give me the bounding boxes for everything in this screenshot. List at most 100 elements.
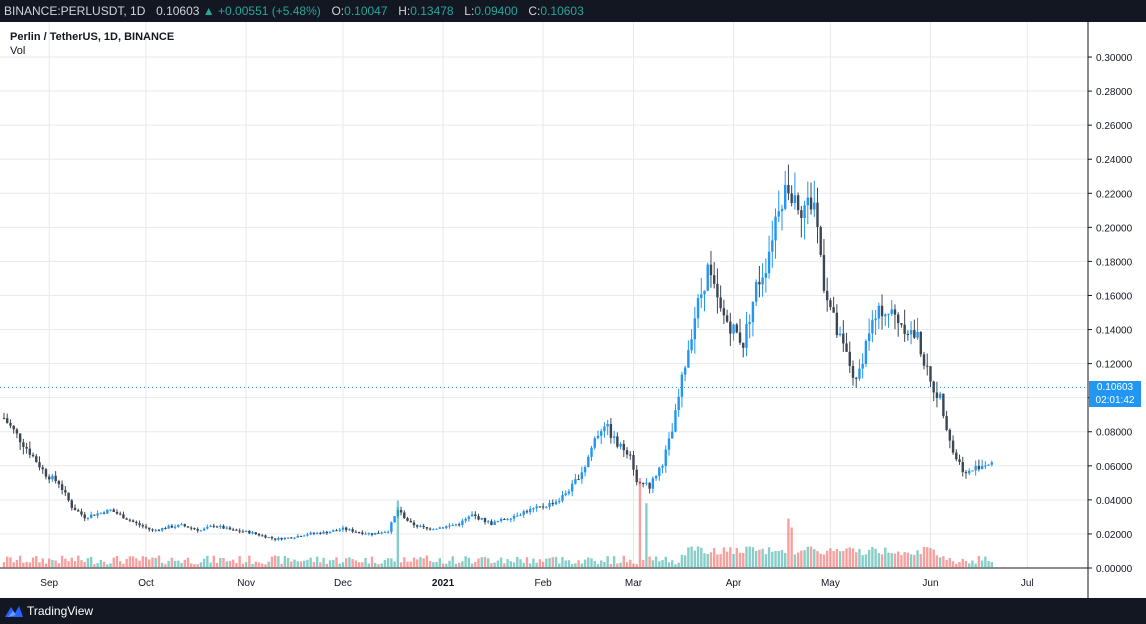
volume-bar — [974, 563, 977, 568]
price-tag-countdown: 02:01:42 — [1095, 395, 1135, 407]
volume-bar — [106, 564, 109, 568]
tradingview-brand[interactable]: TradingView — [27, 604, 94, 618]
candle-body — [454, 524, 458, 526]
candle-body — [493, 521, 496, 525]
volume-bar — [742, 552, 745, 568]
price-chart[interactable]: 0.30000 0.28000 0.26000 0.24000 0.22000 0.200… — [0, 22, 1146, 598]
candle-body — [222, 525, 225, 529]
candle-body — [903, 324, 906, 335]
candle-body — [12, 425, 15, 430]
candle-body — [848, 351, 851, 367]
volume-bar — [348, 557, 351, 568]
volume-bar — [800, 550, 803, 568]
candle-body — [122, 514, 125, 519]
volume-bar — [454, 563, 458, 568]
candle-body — [367, 533, 370, 535]
volume-bar — [961, 558, 964, 568]
candle-body — [945, 416, 948, 430]
volume-bar — [157, 555, 161, 568]
candle-body — [335, 530, 338, 532]
volume-bar — [277, 556, 280, 568]
close-value: 0.10603 — [540, 4, 584, 18]
volume-bar — [871, 547, 874, 568]
volume-bar — [416, 559, 419, 568]
candle-body — [877, 305, 881, 319]
candle-body — [938, 393, 942, 398]
price-tick-label: 0.28000 — [1096, 87, 1133, 98]
candle-body — [696, 298, 700, 319]
candle-body — [215, 526, 219, 528]
volume-bar — [67, 561, 70, 568]
candle-body — [874, 318, 877, 321]
candle-body — [677, 396, 680, 411]
candle-body — [115, 511, 119, 514]
volume-bar — [525, 557, 529, 568]
candle-body — [687, 350, 690, 368]
candle-body — [864, 340, 868, 364]
candle-body — [348, 529, 351, 531]
volume-bar — [806, 546, 810, 568]
candle-body — [44, 469, 48, 477]
volume-bar — [190, 563, 193, 568]
volume-bar — [290, 561, 293, 568]
volume-bar — [687, 547, 690, 568]
candle-body — [632, 455, 635, 470]
volume-bar — [893, 553, 897, 568]
volume-bar — [170, 557, 174, 568]
candle-body — [341, 527, 345, 530]
symbol-label[interactable]: BINANCE:PERLUSDT, 1D — [4, 4, 146, 18]
candle-body — [835, 312, 839, 336]
price-tick-label: 0.20000 — [1096, 223, 1133, 234]
volume-bar — [909, 554, 913, 568]
candle-body — [193, 528, 196, 530]
candle-body — [267, 537, 270, 539]
volume-bar — [480, 557, 483, 568]
volume-bar — [867, 549, 871, 568]
candle-body — [990, 462, 994, 465]
volume-bar — [119, 561, 122, 568]
candle-body — [225, 527, 228, 529]
volume-bar — [784, 552, 787, 568]
volume-bar — [154, 557, 157, 568]
candle-body — [99, 512, 103, 514]
volume-bar — [54, 560, 57, 568]
candle-body — [574, 479, 577, 484]
candle-body — [403, 512, 406, 519]
volume-bar — [409, 561, 412, 568]
candle-body — [432, 529, 435, 531]
volume-bar — [528, 563, 532, 568]
candle-body — [887, 313, 890, 315]
candle-body — [47, 476, 51, 480]
candle-body — [787, 184, 790, 194]
candle-body — [519, 514, 522, 516]
candle-body — [648, 482, 651, 489]
candle-body — [428, 528, 432, 530]
volume-bar — [319, 562, 322, 568]
volume-bar — [167, 560, 170, 568]
volume-bar — [315, 556, 319, 568]
candle-body — [596, 435, 600, 439]
volume-bar — [703, 553, 706, 568]
candle-body — [228, 527, 232, 530]
volume-bar — [506, 559, 509, 568]
chart-title[interactable]: Perlin / TetherUS, 1D, BINANCE — [10, 31, 175, 43]
candle-body — [725, 315, 729, 322]
candle-body — [280, 537, 283, 540]
chart-area[interactable]: 0.30000 0.28000 0.26000 0.24000 0.22000 0.200… — [0, 22, 1146, 598]
candle-body — [777, 211, 780, 217]
tradingview-logo-icon[interactable] — [4, 603, 24, 619]
volume-bar — [222, 558, 225, 568]
volume-bar — [680, 554, 684, 568]
volume-bar — [835, 549, 839, 568]
volume-bar — [541, 561, 545, 568]
volume-bar — [464, 556, 467, 568]
volume-bar — [548, 558, 551, 568]
volume-study-label[interactable]: Vol — [10, 45, 26, 57]
volume-bar — [141, 556, 145, 568]
volume-bar — [364, 557, 367, 568]
volume-bar — [18, 555, 22, 568]
candle-body — [667, 438, 671, 450]
volume-bar — [761, 548, 764, 568]
candle-body — [545, 506, 548, 508]
candle-body — [948, 429, 952, 441]
